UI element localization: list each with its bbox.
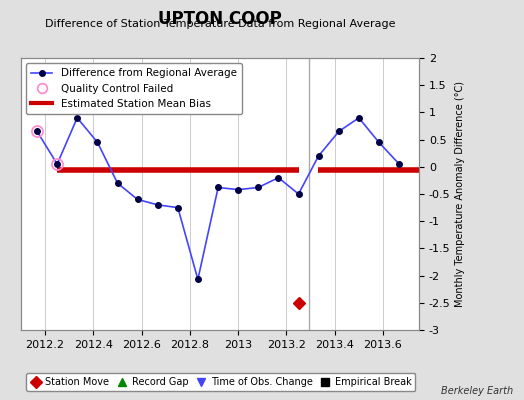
Text: UPTON COOP: UPTON COOP bbox=[158, 10, 282, 28]
Legend: Difference from Regional Average, Quality Control Failed, Estimated Station Mean: Difference from Regional Average, Qualit… bbox=[26, 63, 242, 114]
Text: Berkeley Earth: Berkeley Earth bbox=[441, 386, 514, 396]
Y-axis label: Monthly Temperature Anomaly Difference (°C): Monthly Temperature Anomaly Difference (… bbox=[455, 81, 465, 307]
Text: Difference of Station Temperature Data from Regional Average: Difference of Station Temperature Data f… bbox=[45, 19, 395, 29]
Legend: Station Move, Record Gap, Time of Obs. Change, Empirical Break: Station Move, Record Gap, Time of Obs. C… bbox=[26, 373, 416, 391]
